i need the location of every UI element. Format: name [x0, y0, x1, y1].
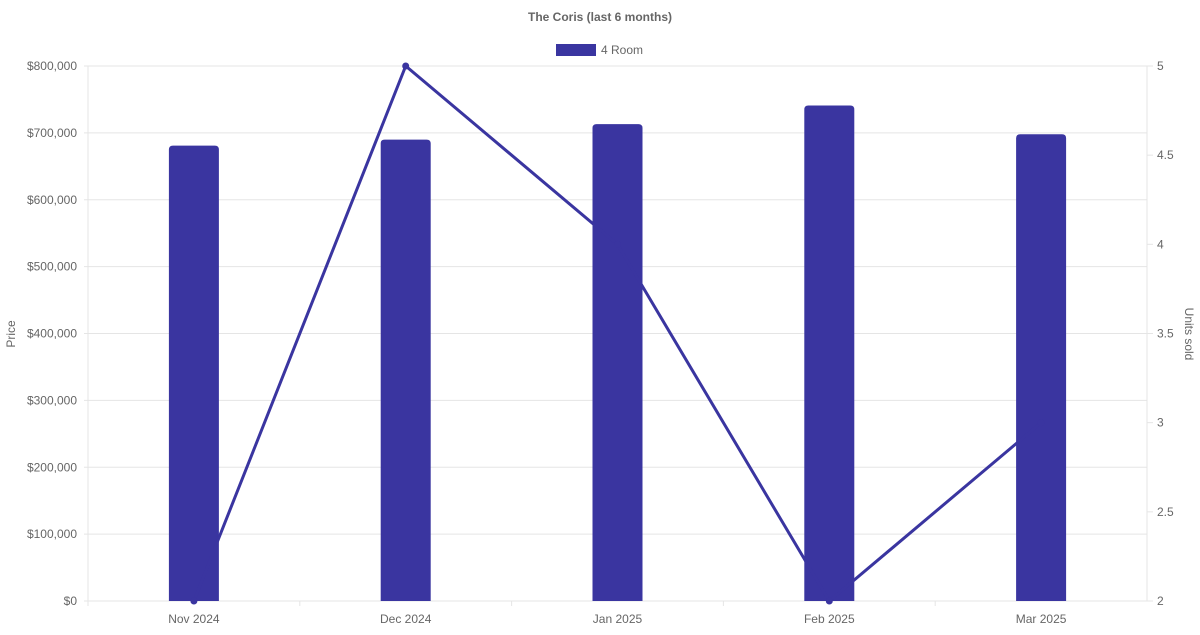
- y-tick-label: $200,000: [27, 460, 77, 474]
- legend-swatch: [556, 44, 596, 56]
- y-tick-label: $800,000: [27, 59, 77, 73]
- y-tick-label: $100,000: [27, 527, 77, 541]
- bar: [168, 145, 219, 602]
- line-point: [190, 597, 198, 605]
- y2-axis-label: Units sold: [1182, 308, 1196, 361]
- line-point: [402, 62, 410, 70]
- bar: [804, 105, 855, 602]
- y2-tick-label: 3.5: [1157, 327, 1174, 341]
- line-point: [1037, 419, 1045, 427]
- x-tick-label: Nov 2024: [168, 612, 220, 626]
- bar: [592, 124, 643, 602]
- y2-tick-label: 4: [1157, 237, 1164, 251]
- y-axis-label: Price: [4, 320, 18, 348]
- y2-tick-label: 3: [1157, 416, 1164, 430]
- y-tick-label: $500,000: [27, 260, 77, 274]
- legend-label: 4 Room: [601, 43, 643, 57]
- x-tick-label: Feb 2025: [804, 612, 855, 626]
- y2-tick-label: 4.5: [1157, 148, 1174, 162]
- y-tick-label: $600,000: [27, 193, 77, 207]
- x-tick-label: Mar 2025: [1016, 612, 1067, 626]
- x-tick-label: Jan 2025: [593, 612, 643, 626]
- chart-title: The Coris (last 6 months): [528, 10, 672, 24]
- y2-tick-label: 2: [1157, 594, 1164, 608]
- x-tick-label: Dec 2024: [380, 612, 432, 626]
- y2-tick-label: 5: [1157, 59, 1164, 73]
- legend[interactable]: 4 Room: [556, 43, 643, 57]
- y-tick-label: $0: [64, 594, 78, 608]
- bar: [1016, 134, 1067, 601]
- y-tick-label: $300,000: [27, 393, 77, 407]
- y2-tick-label: 2.5: [1157, 505, 1174, 519]
- bar: [380, 139, 431, 601]
- y-tick-label: $400,000: [27, 327, 77, 341]
- y-tick-label: $700,000: [27, 126, 77, 140]
- line-point: [825, 597, 833, 605]
- line-point: [614, 240, 621, 248]
